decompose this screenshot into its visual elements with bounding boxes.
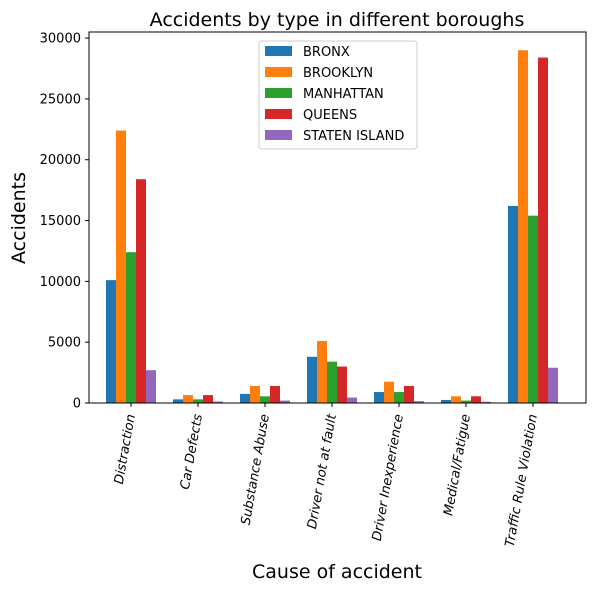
- y-tick-label: 25000: [40, 92, 81, 107]
- legend: BRONX BROOKLYN MANHATTAN QUEENS STATEN ISLAN…: [258, 40, 418, 150]
- bar-queens-6: [538, 57, 548, 403]
- bar-brooklyn-4: [384, 381, 394, 403]
- bar-queens-1: [203, 395, 213, 403]
- bar-queens-4: [404, 385, 414, 403]
- y-tick-label: 0: [73, 397, 81, 412]
- legend-swatch: [265, 88, 292, 98]
- y-axis-label: Accidents: [8, 172, 30, 264]
- x-axis: Distraction Car Defects Substance Abuse Dri…: [112, 403, 541, 548]
- bar-manhattan-3: [327, 361, 337, 403]
- bar-brooklyn-3: [317, 340, 327, 403]
- bar-staten-island-6: [548, 367, 558, 403]
- bar-brooklyn-2: [250, 385, 260, 403]
- x-axis-label: Cause of accident: [252, 561, 422, 583]
- bar-manhattan-1: [193, 399, 203, 403]
- legend-swatch: [265, 67, 292, 77]
- bar-brooklyn-5: [451, 396, 461, 403]
- legend-swatch: [265, 46, 292, 56]
- bar-bronx-5: [441, 399, 451, 403]
- bar-manhattan-4: [394, 392, 404, 403]
- y-tick-label: 5000: [48, 336, 81, 351]
- y-tick-label: 15000: [40, 214, 81, 229]
- x-tick-label: Medical/Fatigue: [441, 413, 474, 517]
- legend-label: BROOKLYN: [303, 66, 373, 81]
- bar-staten-island-0: [146, 370, 156, 403]
- y-tick-label: 30000: [40, 32, 81, 47]
- bar-staten-island-4: [414, 401, 424, 403]
- bar-bronx-4: [374, 392, 384, 403]
- bar-manhattan-5: [461, 400, 471, 403]
- bars-layer: [106, 50, 558, 403]
- legend-label: QUEENS: [303, 108, 357, 123]
- bar-manhattan-6: [528, 215, 538, 403]
- x-tick-label: Driver Inexperience: [370, 413, 407, 542]
- bar-manhattan-2: [260, 396, 270, 403]
- x-tick-label: Driver not at fault: [305, 412, 340, 530]
- bar-bronx-2: [240, 393, 250, 403]
- bar-staten-island-5: [481, 401, 491, 403]
- plot-frame: [88, 31, 587, 404]
- bar-bronx-3: [307, 356, 317, 403]
- y-tick-label: 20000: [40, 153, 81, 168]
- y-tick-label: 10000: [40, 275, 81, 290]
- x-tick-label: Substance Abuse: [239, 413, 273, 526]
- chart-title: Accidents by type in different boroughs: [150, 9, 525, 31]
- bar-brooklyn-1: [183, 395, 193, 403]
- y-axis: 0 5000 10000 15000 20000 25000 30000: [40, 32, 89, 412]
- bar-brooklyn-6: [518, 50, 528, 403]
- bar-staten-island-3: [347, 397, 357, 403]
- bar-bronx-0: [106, 280, 116, 403]
- legend-frame: [258, 40, 418, 150]
- bar-queens-5: [471, 396, 481, 403]
- bar-staten-island-2: [280, 400, 290, 403]
- bar-bronx-6: [508, 205, 518, 403]
- x-tick-label: Car Defects: [178, 413, 206, 491]
- x-tick-label: Distraction: [112, 413, 139, 485]
- bar-manhattan-0: [126, 252, 136, 403]
- bar-queens-0: [136, 179, 146, 403]
- legend-label: MANHATTAN: [303, 87, 384, 102]
- bar-brooklyn-0: [116, 130, 126, 403]
- legend-swatch: [265, 109, 292, 119]
- bar-staten-island-1: [213, 401, 223, 403]
- bar-queens-3: [337, 366, 347, 403]
- bar-queens-2: [270, 385, 280, 403]
- bar-bronx-1: [173, 399, 183, 403]
- legend-label: BRONX: [303, 45, 350, 60]
- legend-swatch: [265, 130, 292, 140]
- legend-label: STATEN ISLAND: [303, 129, 404, 144]
- x-tick-label: Traffic Rule Violation: [503, 413, 541, 548]
